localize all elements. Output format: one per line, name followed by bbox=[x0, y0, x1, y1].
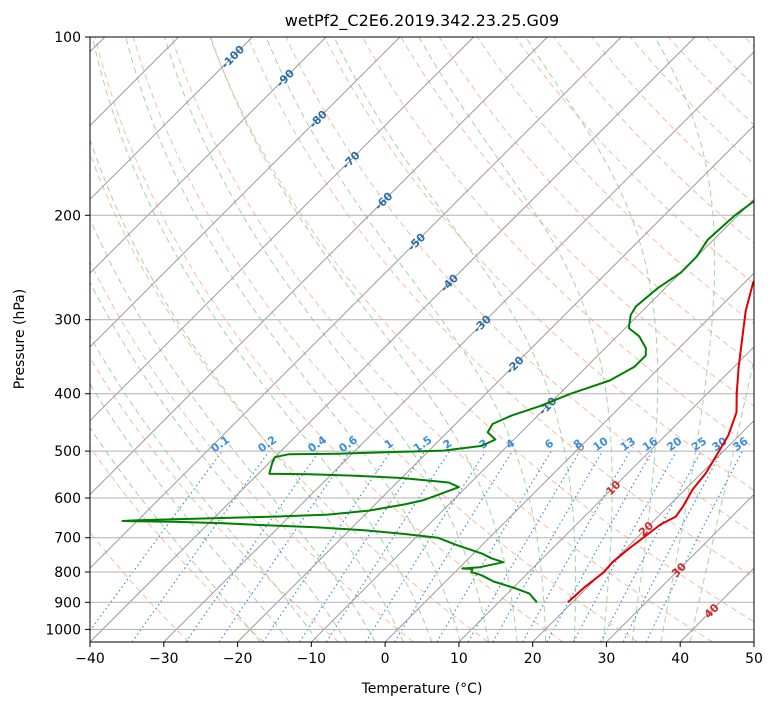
isotherm-line bbox=[384, 272, 754, 642]
y-tick-label: 100 bbox=[54, 30, 81, 46]
x-tick-label: 30 bbox=[597, 651, 615, 667]
mixing-ratio-line bbox=[131, 450, 270, 642]
isotherm-line bbox=[163, 51, 754, 642]
plot-frame bbox=[89, 36, 755, 643]
mixing-ratio-line bbox=[185, 450, 320, 642]
background-lines bbox=[90, 24, 775, 642]
moist-adiabat bbox=[90, 217, 376, 642]
dry-adiabat bbox=[132, 37, 639, 642]
dry-adiabat bbox=[770, 24, 775, 642]
y-axis-title: Pressure (hPa) bbox=[12, 289, 28, 389]
moist-adiabat bbox=[210, 37, 518, 642]
mixing-ratio-line bbox=[299, 450, 426, 642]
isotherm-line bbox=[237, 124, 754, 642]
y-tick-label: 400 bbox=[54, 387, 81, 403]
isotherm-line bbox=[90, 37, 696, 642]
y-tick-label: 300 bbox=[54, 313, 81, 329]
dry-adiabat bbox=[362, 37, 754, 449]
x-tick-label: 0 bbox=[381, 651, 390, 667]
dry-adiabat bbox=[94, 37, 564, 642]
y-tick-label: 800 bbox=[54, 565, 81, 581]
dewpoint-profile bbox=[121, 199, 754, 603]
x-tick-label: −10 bbox=[297, 651, 327, 667]
moist-adiabat bbox=[654, 37, 716, 642]
isotherm-line bbox=[606, 493, 754, 642]
isotherm-line bbox=[90, 37, 548, 496]
x-axis: −40 −30 −20 −10 0 10 20 30 40 50 bbox=[75, 642, 763, 667]
moist-adiabat bbox=[164, 37, 490, 642]
y-tick-label: 900 bbox=[54, 595, 81, 611]
x-tick-label: −20 bbox=[223, 651, 253, 667]
isotherm-line bbox=[90, 37, 622, 569]
temperature-profile bbox=[567, 279, 754, 604]
isotherm-line bbox=[310, 198, 754, 642]
dry-adiabat bbox=[400, 37, 754, 407]
dry-adiabat bbox=[90, 446, 265, 642]
y-tick-label: 1000 bbox=[45, 622, 81, 638]
moist-adiabat bbox=[90, 137, 405, 642]
x-tick-label: 10 bbox=[450, 651, 468, 667]
isotherm-line bbox=[532, 419, 754, 642]
isotherm-line bbox=[458, 346, 754, 642]
moist-adiabat bbox=[90, 426, 261, 642]
isotherm-line bbox=[90, 37, 475, 422]
moist-adiabat bbox=[265, 37, 547, 642]
mixing-ratio-line bbox=[572, 450, 677, 642]
isotherm-line bbox=[753, 641, 754, 642]
y-tick-label: 200 bbox=[54, 208, 81, 224]
dry-adiabat bbox=[285, 37, 754, 534]
pressure-gridlines bbox=[90, 37, 754, 630]
x-tick-label: 40 bbox=[671, 651, 689, 667]
y-axis: 100 200 300 400 500 600 700 800 900 1000 bbox=[45, 30, 90, 638]
moist-adiabat bbox=[90, 280, 348, 642]
mixing-ratio-line bbox=[325, 450, 450, 642]
x-tick-label: 50 bbox=[745, 651, 763, 667]
x-tick-label: 20 bbox=[524, 651, 542, 667]
x-tick-label: −30 bbox=[149, 651, 179, 667]
mixing-ratio-line bbox=[467, 450, 581, 642]
mixing-ratio-line bbox=[218, 450, 351, 642]
y-tick-label: 600 bbox=[54, 491, 81, 507]
x-tick-label: −40 bbox=[75, 651, 105, 667]
moist-adiabat bbox=[525, 37, 659, 642]
isotherm-line bbox=[90, 37, 253, 201]
x-axis-title: Temperature (°C) bbox=[361, 681, 483, 697]
dry-adiabat bbox=[323, 37, 754, 491]
isotherm-line bbox=[90, 37, 401, 348]
plot-area bbox=[90, 37, 754, 642]
chart-title: wetPf2_C2E6.2019.342.23.25.G09 bbox=[285, 11, 559, 31]
mixing-ratio-line bbox=[262, 450, 392, 642]
mixing-ratio-line bbox=[436, 450, 552, 642]
moist-adiabat bbox=[418, 37, 613, 642]
isotherm-line bbox=[90, 37, 327, 274]
moist-adiabat bbox=[91, 37, 433, 642]
dry-adiabat bbox=[247, 37, 754, 578]
moist-adiabat bbox=[90, 335, 319, 642]
profile-lines bbox=[121, 199, 754, 604]
y-tick-label: 500 bbox=[54, 444, 81, 460]
mixing-ratio-line bbox=[365, 450, 487, 642]
moist-adiabat bbox=[125, 37, 461, 642]
dry-adiabat bbox=[209, 37, 754, 623]
y-tick-label: 700 bbox=[54, 531, 81, 547]
moist-adiabat bbox=[90, 383, 290, 642]
dry-adiabat bbox=[90, 260, 414, 642]
dry-adiabat bbox=[90, 152, 489, 642]
moist-adiabat bbox=[689, 356, 754, 642]
